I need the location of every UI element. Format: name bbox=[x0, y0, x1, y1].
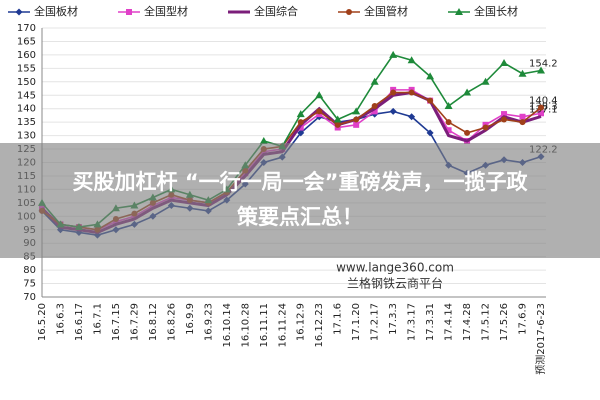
x-tick-label: 16.10.14 bbox=[222, 303, 233, 348]
watermark: www.lange360.com bbox=[336, 261, 454, 275]
marker bbox=[297, 124, 304, 131]
marker bbox=[519, 119, 526, 126]
marker bbox=[537, 66, 545, 74]
y-tick-label: 160 bbox=[17, 50, 36, 61]
y-tick-label: 140 bbox=[17, 104, 36, 115]
banner-text: 策要点汇总！ bbox=[237, 205, 363, 229]
marker bbox=[501, 116, 508, 123]
x-tick-label: 16.12.23 bbox=[314, 303, 325, 348]
x-tick-label: 17.3.17 bbox=[407, 303, 418, 341]
legend-label: 全国综合 bbox=[254, 4, 298, 18]
y-tick-label: 170 bbox=[17, 23, 36, 34]
end-label: 140.4 bbox=[529, 96, 558, 107]
marker bbox=[297, 119, 304, 126]
legend-label: 全国长材 bbox=[474, 4, 518, 18]
x-tick-label: 16.8.26 bbox=[166, 303, 177, 341]
x-tick-label: 16.7.1 bbox=[92, 303, 103, 335]
x-tick-label: 16.6.17 bbox=[74, 303, 85, 341]
x-tick-label: 17.3.3 bbox=[388, 303, 399, 335]
marker bbox=[390, 89, 397, 96]
marker bbox=[389, 50, 398, 58]
legend-marker bbox=[455, 8, 463, 15]
marker bbox=[445, 127, 452, 134]
x-tick-label: 16.9.9 bbox=[185, 303, 196, 335]
x-tick-label: 17.4.14 bbox=[444, 303, 455, 341]
x-tick-label: 17.5.26 bbox=[499, 303, 510, 341]
marker bbox=[538, 104, 544, 111]
legend-label: 全国型材 bbox=[144, 4, 188, 18]
marker bbox=[463, 88, 472, 96]
marker bbox=[464, 129, 471, 136]
x-tick-label: 16.8.12 bbox=[148, 303, 159, 341]
x-tick-label: 16.10.28 bbox=[240, 303, 251, 348]
x-tick-label: 16.6.3 bbox=[55, 303, 66, 335]
end-label: 154.2 bbox=[529, 59, 558, 70]
marker bbox=[407, 56, 416, 64]
marker bbox=[370, 77, 379, 85]
marker bbox=[408, 113, 416, 121]
x-tick-label: 16.9.23 bbox=[203, 303, 214, 341]
marker bbox=[481, 77, 490, 85]
x-tick-label: 16.7.15 bbox=[111, 303, 122, 341]
marker bbox=[427, 97, 434, 104]
x-tick-label: 17.6.9 bbox=[518, 303, 529, 335]
marker bbox=[371, 103, 378, 110]
marker bbox=[297, 129, 305, 137]
marker bbox=[371, 108, 378, 115]
y-tick-label: 80 bbox=[23, 265, 36, 276]
y-tick-label: 145 bbox=[17, 90, 36, 101]
y-tick-label: 75 bbox=[23, 279, 36, 290]
banner-overlay bbox=[0, 143, 600, 258]
x-tick-label: 16.11.11 bbox=[259, 303, 270, 348]
marker bbox=[482, 124, 489, 131]
x-tick-label: 16.11.24 bbox=[277, 303, 288, 348]
marker bbox=[352, 107, 361, 115]
marker bbox=[519, 113, 526, 120]
y-tick-label: 130 bbox=[17, 131, 36, 142]
marker bbox=[259, 136, 268, 144]
x-tick-label: 17.5.12 bbox=[481, 303, 492, 341]
marker bbox=[296, 110, 305, 118]
marker bbox=[500, 58, 509, 66]
y-tick-label: 155 bbox=[17, 63, 36, 74]
legend-marker bbox=[15, 8, 23, 16]
marker bbox=[334, 121, 341, 128]
x-tick-label: 17.1.20 bbox=[351, 303, 362, 341]
marker bbox=[445, 119, 452, 126]
x-tick-label: 16.5.20 bbox=[37, 303, 48, 341]
marker bbox=[315, 91, 324, 99]
legend-label: 全国板材 bbox=[34, 4, 78, 18]
marker bbox=[426, 72, 435, 80]
marker bbox=[426, 129, 434, 137]
x-tick-label: 17.1.6 bbox=[333, 303, 344, 335]
x-tick-label: 17.4.28 bbox=[462, 303, 473, 341]
legend-marker bbox=[126, 9, 132, 15]
x-tick-label: 16.12.9 bbox=[296, 303, 307, 341]
marker bbox=[538, 110, 544, 117]
x-tick-label: 17.3.31 bbox=[425, 303, 436, 341]
x-tick-label: 16.7.29 bbox=[129, 303, 140, 341]
marker bbox=[389, 107, 397, 115]
marker bbox=[518, 69, 527, 77]
marker bbox=[333, 115, 342, 123]
x-tick-label: 预测2017-6-23 bbox=[534, 303, 547, 375]
y-tick-label: 70 bbox=[23, 292, 36, 303]
watermark: 兰格钢铁云商平台 bbox=[347, 276, 443, 291]
legend-marker bbox=[346, 9, 352, 15]
marker bbox=[353, 121, 360, 128]
banner-text: 买股加杠杆 “一行一局一会”重磅发声，一揽子政 bbox=[73, 170, 529, 194]
x-tick-label: 17.2.17 bbox=[370, 303, 381, 341]
end-label: 137.1 bbox=[529, 105, 558, 116]
y-tick-label: 150 bbox=[17, 77, 36, 88]
y-tick-label: 135 bbox=[17, 117, 36, 128]
marker bbox=[444, 102, 453, 110]
y-tick-label: 165 bbox=[17, 36, 36, 47]
marker bbox=[353, 116, 360, 123]
marker bbox=[501, 111, 508, 118]
marker bbox=[408, 89, 415, 96]
legend-label: 全国管材 bbox=[364, 4, 408, 18]
marker bbox=[316, 108, 323, 115]
